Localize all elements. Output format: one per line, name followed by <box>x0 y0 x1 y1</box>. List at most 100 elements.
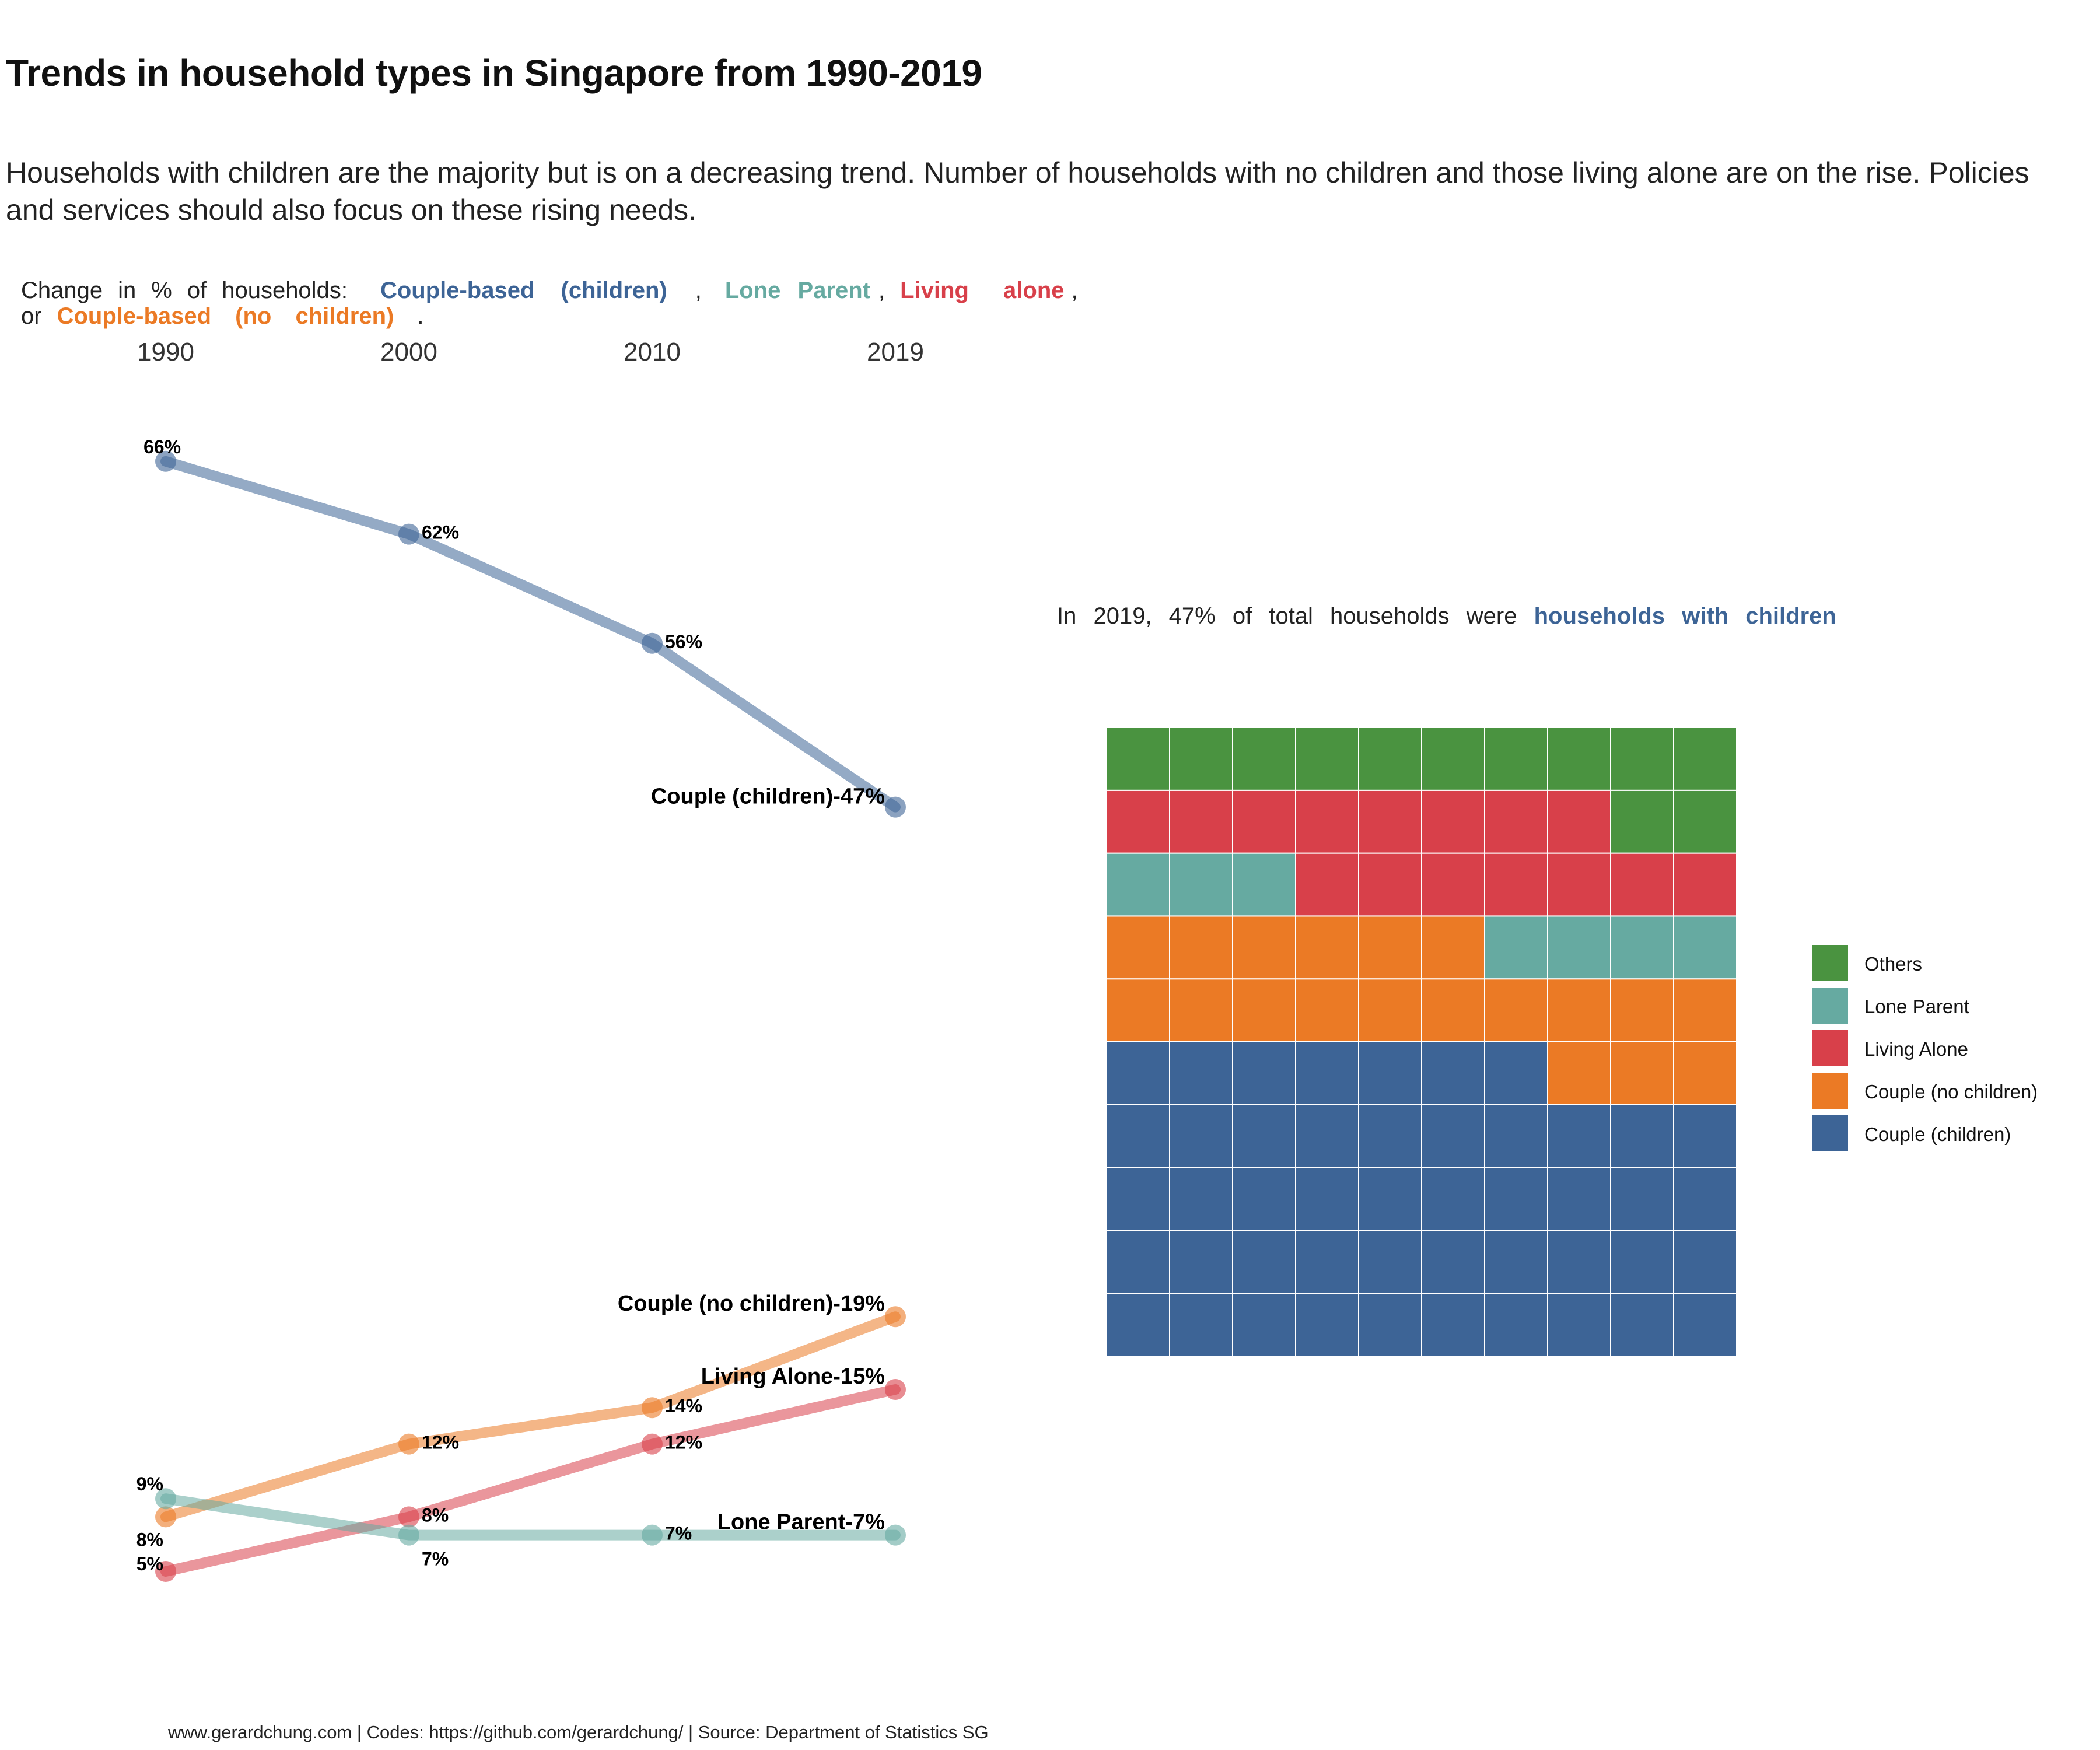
waffle-cell-lone_parent <box>1610 915 1674 980</box>
waffle-cell-couple_no_children <box>1106 915 1170 980</box>
waffle-cell-others <box>1610 789 1674 854</box>
caption-couple-children: Couple-based (children) <box>380 278 667 303</box>
data-label: 7% <box>665 1523 692 1544</box>
waffle-cell-couple_children <box>1295 1104 1359 1168</box>
waffle-cell-lone_parent <box>1232 852 1296 917</box>
waffle-cell-couple_no_children <box>1484 978 1548 1042</box>
waffle-cell-couple_no_children <box>1610 1041 1674 1105</box>
waffle-cell-lone_parent <box>1547 915 1611 980</box>
caption-separator: , <box>695 278 702 303</box>
data-label: 8% <box>136 1529 163 1550</box>
data-label: 12% <box>422 1432 459 1453</box>
waffle-cell-others <box>1421 727 1485 791</box>
waffle-cell-others <box>1232 727 1296 791</box>
waffle-cell-couple_children <box>1169 1104 1233 1168</box>
data-label: Living Alone-15% <box>701 1364 885 1389</box>
waffle-cell-living_alone <box>1421 789 1485 854</box>
waffle-cell-couple_no_children <box>1358 978 1422 1042</box>
waffle-cell-couple_children <box>1421 1104 1485 1168</box>
waffle-cell-couple_no_children <box>1673 1041 1737 1105</box>
waffle-cell-living_alone <box>1358 852 1422 917</box>
waffle-cell-others <box>1358 727 1422 791</box>
waffle-cell-couple_children <box>1169 1230 1233 1294</box>
waffle-cell-couple_no_children <box>1673 978 1737 1042</box>
waffle-cell-couple_children <box>1169 1167 1233 1231</box>
series-line-couple_children <box>160 456 901 813</box>
caption-word: in <box>118 278 136 303</box>
data-point-couple_children <box>642 632 663 654</box>
waffle-cell-couple_children <box>1421 1293 1485 1357</box>
waffle-cell-living_alone <box>1547 852 1611 917</box>
waffle-cell-couple_no_children <box>1421 978 1485 1042</box>
waffle-cell-couple_children <box>1610 1230 1674 1294</box>
data-point-couple_no_children <box>155 1506 176 1528</box>
waffle-cell-couple_children <box>1673 1167 1737 1231</box>
data-point-living_alone <box>642 1433 663 1455</box>
waffle-cell-living_alone <box>1295 789 1359 854</box>
data-point-lone_parent <box>885 1524 906 1546</box>
slope-chart: 1990 2000 2010 2019 66% 62% 56% Couple (childre… <box>136 338 924 1582</box>
waffle-cell-others <box>1673 789 1737 854</box>
data-point-couple_no_children <box>642 1397 663 1419</box>
waffle-cell-couple_children <box>1547 1293 1611 1357</box>
legend-label: Others <box>1864 953 1922 975</box>
waffle-cell-couple_children <box>1358 1041 1422 1105</box>
data-point-living_alone <box>155 1561 176 1582</box>
waffle-cell-couple_children <box>1547 1104 1611 1168</box>
source-footer: www.gerardchung.com | Codes: https://git… <box>168 1722 989 1742</box>
year-label: 1990 <box>137 338 194 366</box>
data-point-couple_children <box>398 523 419 545</box>
waffle-cell-couple_no_children <box>1547 978 1611 1042</box>
waffle-cell-couple_no_children <box>1610 978 1674 1042</box>
caption-couple-no-children: Couple-based (no children) <box>57 303 394 329</box>
waffle-legend: Others Lone Parent Living Alone Couple (no … <box>1812 945 2038 1152</box>
data-label: 12% <box>665 1432 702 1453</box>
waffle-cell-others <box>1169 727 1233 791</box>
waffle-cell-living_alone <box>1358 789 1422 854</box>
waffle-cell-couple_children <box>1232 1293 1296 1357</box>
waffle-caption-text: In 2019, 47% of total households were <box>1057 603 1517 629</box>
waffle-cell-couple_children <box>1484 1230 1548 1294</box>
waffle-cell-living_alone <box>1232 789 1296 854</box>
data-label: 8% <box>422 1504 449 1525</box>
waffle-cell-couple_children <box>1358 1230 1422 1294</box>
waffle-cell-couple_no_children <box>1169 915 1233 980</box>
waffle-cell-lone_parent <box>1484 915 1548 980</box>
data-label: 66% <box>144 436 181 457</box>
caption-word: % <box>151 278 172 303</box>
caption-word: Change <box>21 278 103 303</box>
waffle-cell-couple_children <box>1547 1230 1611 1294</box>
waffle-cell-couple_children <box>1484 1041 1548 1105</box>
waffle-cell-couple_children <box>1484 1293 1548 1357</box>
waffle-cell-couple_children <box>1232 1041 1296 1105</box>
waffle-cell-living_alone <box>1547 789 1611 854</box>
waffle-cell-others <box>1106 727 1170 791</box>
waffle-cell-couple_no_children <box>1169 978 1233 1042</box>
legend-swatch <box>1812 1115 1848 1152</box>
caption-separator: . <box>417 303 424 329</box>
data-point-living_alone <box>398 1506 419 1528</box>
waffle-cell-couple_children <box>1358 1104 1422 1168</box>
data-point-living_alone <box>885 1379 906 1400</box>
waffle-cell-living_alone <box>1673 852 1737 917</box>
data-label: 7% <box>422 1549 449 1570</box>
waffle-cell-couple_children <box>1610 1104 1674 1168</box>
caption-living-alone: Living alone <box>900 278 1065 303</box>
waffle-cell-couple_no_children <box>1421 915 1485 980</box>
data-label: Couple (no children)-19% <box>618 1292 885 1316</box>
waffle-cell-couple_children <box>1232 1167 1296 1231</box>
legend-swatch <box>1812 945 1848 981</box>
waffle-cell-couple_children <box>1295 1230 1359 1294</box>
slope-chart-caption: Change in% of households: Couple-based (chil… <box>21 278 1106 329</box>
caption-separator: , <box>1071 278 1078 303</box>
data-point-lone_parent <box>398 1524 419 1546</box>
waffle-cell-couple_children <box>1169 1041 1233 1105</box>
waffle-cell-couple_children <box>1547 1167 1611 1231</box>
waffle-cell-couple_children <box>1673 1230 1737 1294</box>
waffle-cell-couple_no_children <box>1295 915 1359 980</box>
data-label: 14% <box>665 1395 702 1416</box>
caption-word: or <box>21 303 42 329</box>
waffle-cell-couple_children <box>1106 1104 1170 1168</box>
waffle-cell-couple_children <box>1358 1167 1422 1231</box>
